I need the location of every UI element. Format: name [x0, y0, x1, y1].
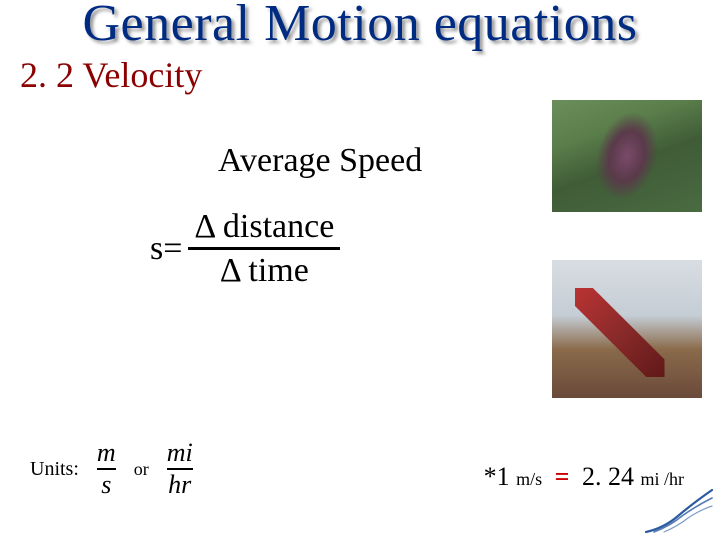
- asterisk: *: [484, 462, 497, 491]
- conv-rhs-value: 2. 24: [582, 462, 634, 491]
- corner-flourish-icon: [644, 488, 714, 534]
- unit2-bottom: hr: [168, 472, 191, 498]
- unit-m-per-s: m s: [97, 440, 116, 498]
- unit-mi-per-hr: mi hr: [167, 440, 193, 498]
- section-number-heading: 2. 2 Velocity: [20, 54, 202, 96]
- unit1-top: m: [97, 440, 116, 466]
- or-text: or: [134, 459, 149, 480]
- conv-equals: =: [549, 462, 576, 491]
- page-title: General Motion equations: [83, 0, 638, 53]
- formula-fraction: Δ distance Δ time: [188, 208, 340, 290]
- units-row: Units: m s or mi hr: [30, 440, 193, 498]
- decorative-photo-top: [552, 100, 702, 212]
- decorative-photo-bottom: [552, 260, 702, 398]
- conv-lhs-unit: m/s: [516, 469, 542, 489]
- formula-denominator: Δ time: [214, 250, 315, 289]
- conv-rhs-unit: mi /hr: [641, 469, 685, 489]
- conversion-note: *1 m/s = 2. 24 mi /hr: [484, 462, 684, 492]
- conv-lhs-value: 1: [497, 462, 510, 491]
- units-label: Units:: [30, 458, 79, 481]
- speed-formula: s= Δ distance Δ time: [150, 208, 340, 290]
- unit1-bottom: s: [101, 472, 111, 498]
- formula-lhs: s=: [150, 230, 182, 268]
- formula-numerator: Δ distance: [188, 208, 340, 247]
- subheading-average-speed: Average Speed: [218, 142, 422, 180]
- unit2-top: mi: [167, 440, 193, 466]
